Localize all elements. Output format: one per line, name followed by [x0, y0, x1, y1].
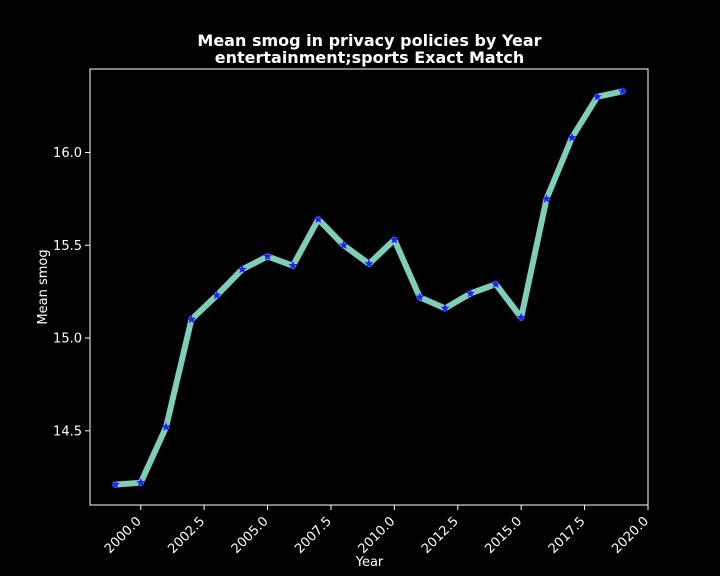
data-point-marker	[237, 264, 247, 274]
plot-frame	[89, 68, 649, 506]
data-point-marker	[491, 279, 501, 289]
data-point-marker	[541, 193, 552, 203]
data-point-marker	[110, 479, 121, 489]
chart-title-line2: entertainment;sports Exact Match	[215, 48, 525, 67]
data-point-marker	[592, 91, 602, 101]
data-point-marker	[212, 290, 222, 300]
data-point-marker	[186, 314, 197, 324]
data-point-marker	[415, 292, 425, 302]
data-point-marker	[161, 422, 171, 432]
x-axis-label: Year	[355, 555, 384, 570]
data-point-marker	[288, 260, 298, 270]
y-tick-label: 15.0	[53, 332, 82, 347]
data-point-marker	[440, 303, 450, 313]
data-point-marker	[338, 240, 349, 250]
data-point-marker	[313, 214, 323, 224]
y-axis-label: Mean smog	[36, 249, 51, 324]
y-tick-label: 14.5	[53, 424, 82, 439]
y-tick-label: 16.0	[53, 146, 82, 161]
chart-title-line1: Mean smog in privacy policies by Year	[197, 31, 541, 50]
data-point-marker	[567, 132, 577, 142]
data-point-marker	[617, 86, 628, 96]
y-tick-label: 15.5	[53, 239, 82, 254]
data-point-marker	[262, 251, 273, 261]
data-point-marker	[465, 288, 476, 298]
data-point-marker	[136, 477, 146, 487]
data-point-marker	[389, 234, 400, 244]
data-point-marker	[516, 312, 526, 322]
data-point-marker	[364, 258, 374, 268]
